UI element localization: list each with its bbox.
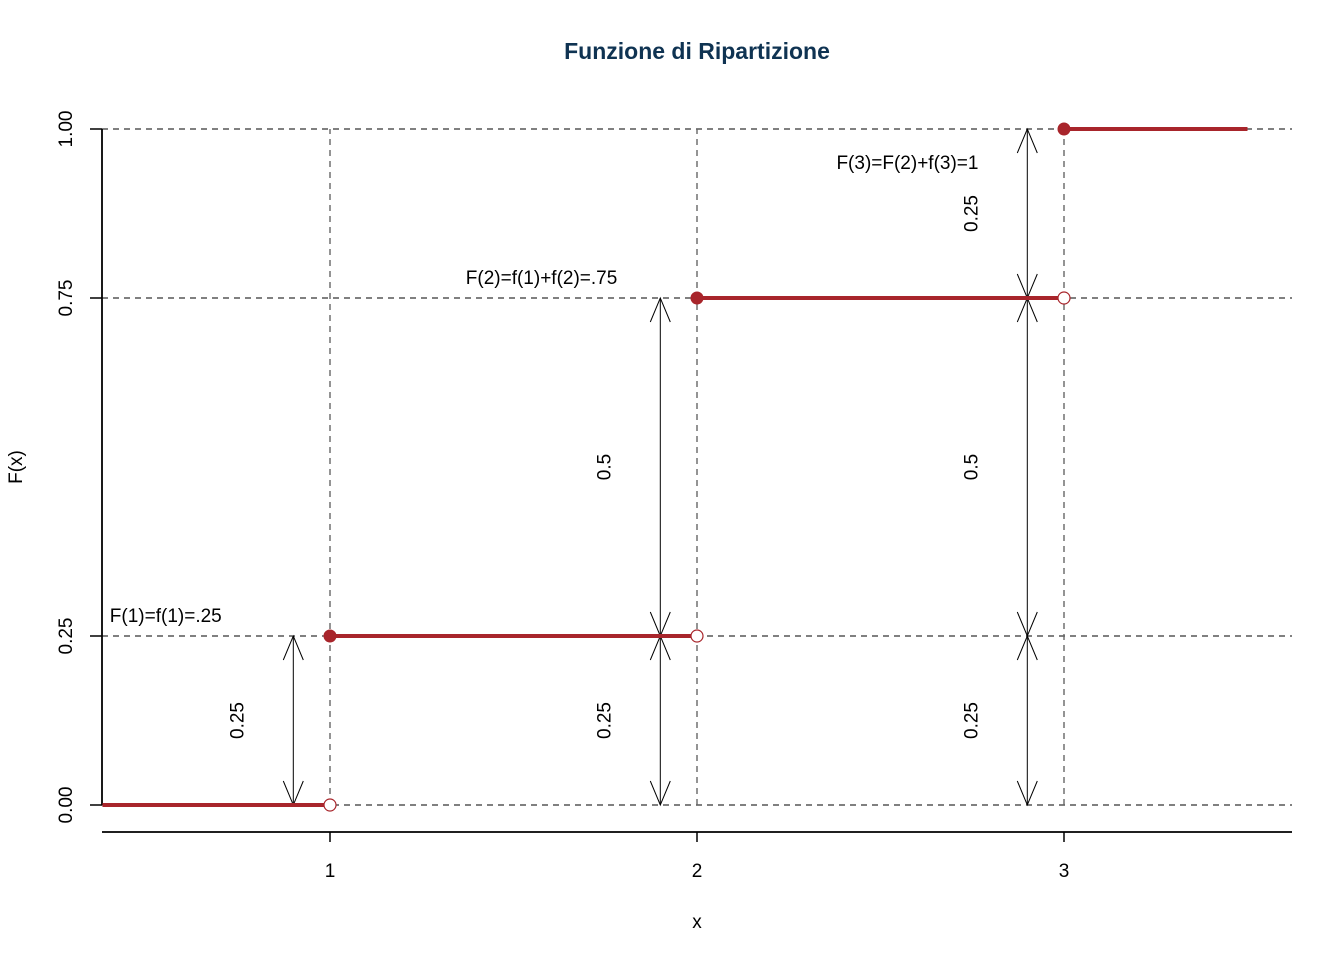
arrow-head-bottom-3: [1016, 780, 1038, 807]
closed-point-1: [690, 291, 704, 305]
open-point-1: [690, 629, 704, 643]
arrow-1: 0.25: [594, 634, 671, 807]
arrow-label-4: 0.5: [961, 454, 982, 480]
arrow-label-0: 0.25: [227, 702, 248, 739]
y-tick-label-0: 0.00: [56, 787, 77, 824]
annotation-2: F(3)=F(2)+f(3)=1: [836, 153, 978, 174]
x-axis-label: x: [692, 912, 702, 933]
arrow-label-1: 0.25: [594, 702, 615, 739]
arrow-head-top-0: [282, 634, 304, 661]
x-tick-label-1: 2: [692, 861, 703, 882]
arrow-label-5: 0.25: [961, 195, 982, 232]
arrow-head-bottom-4: [1016, 611, 1038, 638]
arrow-2: 0.5: [594, 296, 671, 638]
closed-point-2: [1057, 122, 1071, 136]
y-axis-label: F(x): [6, 450, 27, 484]
open-point-2: [1057, 291, 1071, 305]
arrow-0: 0.25: [227, 634, 304, 807]
arrow-head-top-2: [649, 296, 671, 323]
arrow-label-3: 0.25: [961, 702, 982, 739]
x-tick-label-0: 1: [325, 861, 336, 882]
annotation-0: F(1)=f(1)=.25: [110, 606, 222, 627]
arrow-label-2: 0.5: [594, 454, 615, 480]
y-tick-label-3: 1.00: [56, 111, 77, 148]
closed-point-0: [323, 629, 337, 643]
y-tick-label-1: 0.25: [56, 618, 77, 655]
arrow-4: 0.5: [961, 296, 1038, 638]
x-tick-label-2: 3: [1059, 861, 1070, 882]
arrow-3: 0.25: [961, 634, 1038, 807]
y-tick-label-2: 0.75: [56, 280, 77, 317]
chart-title: Funzione di Ripartizione: [564, 38, 830, 64]
plot-area: 1 2 3 0.00 0.25 0.75 1.00 0.25 0.25 0.5 0.25 0.5 0.2…: [56, 111, 1292, 882]
arrow-head-top-5: [1016, 127, 1038, 154]
annotation-1: F(2)=f(1)+f(2)=.75: [466, 268, 618, 289]
open-point-0: [323, 798, 337, 812]
arrow-head-bottom-1: [649, 780, 671, 807]
